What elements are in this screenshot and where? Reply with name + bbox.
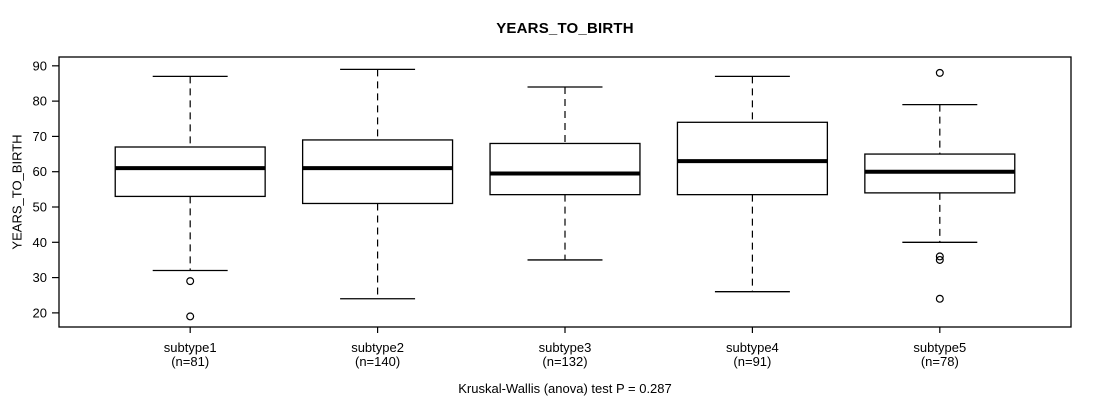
outlier-point [935, 68, 944, 77]
iqr-box [676, 121, 829, 196]
group-label: subtype2 [351, 340, 404, 355]
y-tick-label: 40 [33, 235, 47, 250]
chart-title: YEARS_TO_BIRTH [496, 20, 634, 37]
group-label: subtype4 [726, 340, 779, 355]
iqr-box [114, 146, 266, 198]
outlier-point [935, 252, 944, 261]
box-group-subtype5: subtype5(n=78) [864, 68, 1016, 369]
outlier-point [186, 277, 195, 286]
iqr-box [301, 139, 454, 205]
group-label: subtype5 [913, 340, 966, 355]
outlier-point [935, 294, 944, 303]
group-n-label: (n=81) [171, 354, 209, 369]
y-tick-label: 50 [33, 200, 47, 215]
y-tick-label: 70 [33, 129, 47, 144]
group-n-label: (n=140) [355, 354, 400, 369]
group-n-label: (n=78) [921, 354, 959, 369]
box-group-subtype4: subtype4(n=91) [676, 75, 829, 369]
box-group-subtype2: subtype2(n=140) [301, 68, 454, 369]
y-tick-label: 80 [33, 94, 47, 109]
group-n-label: (n=132) [542, 354, 587, 369]
outlier-point [935, 255, 944, 264]
y-tick-label: 20 [33, 305, 47, 320]
iqr-box [489, 142, 641, 196]
y-tick-label: 90 [33, 58, 47, 73]
group-n-label: (n=91) [733, 354, 771, 369]
group-label: subtype3 [539, 340, 592, 355]
y-tick-label: 30 [33, 270, 47, 285]
outlier-point [186, 312, 195, 321]
group-label: subtype1 [164, 340, 217, 355]
y-axis-title: YEARS_TO_BIRTH [9, 134, 25, 250]
box-group-subtype1: subtype1(n=81) [114, 75, 266, 369]
y-tick-label: 60 [33, 164, 47, 179]
box-group-subtype3: subtype3(n=132) [489, 86, 641, 369]
stat-test-caption: Kruskal-Wallis (anova) test P = 0.287 [458, 381, 672, 396]
